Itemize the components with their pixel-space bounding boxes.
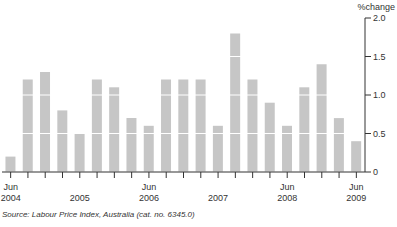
svg-text:Jun: Jun: [280, 182, 295, 192]
svg-text:Jun: Jun: [8, 182, 18, 192]
html-text:%change: %change: [357, 2, 395, 12]
svg-text:2009: 2009: [346, 193, 366, 203]
svg-text:Jun: Jun: [349, 182, 364, 192]
svg-text:2005: 2005: [70, 193, 90, 203]
svg-text:0.5: 0.5: [373, 129, 386, 139]
svg-text:2008: 2008: [277, 193, 297, 203]
html-text:Source: Labour Price Index, Au: Source: Labour Price Index, Australia (c…: [2, 210, 195, 219]
svg-text:Jun: Jun: [142, 182, 157, 192]
svg-text:2007: 2007: [208, 193, 228, 203]
svg-text:1.0: 1.0: [373, 90, 386, 100]
svg-text:1.5: 1.5: [373, 52, 386, 62]
svg-text:2006: 2006: [139, 193, 159, 203]
svg-text:0: 0: [373, 167, 378, 177]
svg-text:2004: 2004: [8, 193, 21, 203]
svg-text:2.0: 2.0: [373, 13, 386, 23]
